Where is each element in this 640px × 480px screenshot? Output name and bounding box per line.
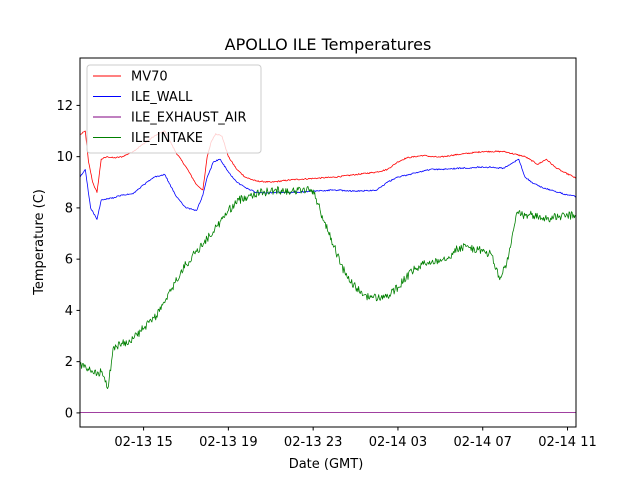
legend-box xyxy=(86,64,262,154)
legend-label-mv70: MV70 xyxy=(131,70,168,85)
legend: MV70 ILE_WALL ILE_EXHAUST_AIR ILE_INTAKE xyxy=(86,64,262,154)
x-tick-label: 02-13 15 xyxy=(114,435,172,450)
legend-label-ile-wall: ILE_WALL xyxy=(131,90,193,105)
legend-label-ile-exhaust-air: ILE_EXHAUST_AIR xyxy=(131,111,247,126)
y-tick-label: 2 xyxy=(65,355,73,370)
x-tick-label: 02-14 07 xyxy=(454,435,512,450)
x-tick-label: 02-14 11 xyxy=(538,435,596,450)
x-tick-label: 02-13 23 xyxy=(284,435,342,450)
y-tick-label: 8 xyxy=(65,201,73,216)
plot-frame xyxy=(79,57,577,428)
y-tick-label: 10 xyxy=(56,150,73,165)
y-tick-label: 12 xyxy=(56,99,73,114)
y-tick-label: 6 xyxy=(65,253,73,268)
y-tick-label: 4 xyxy=(65,304,73,319)
series-line-ile-wall xyxy=(79,158,577,220)
y-axis: 0 2 4 6 8 10 12 xyxy=(56,99,80,421)
legend-label-ile-intake: ILE_INTAKE xyxy=(131,131,203,146)
x-axis: 02-13 15 02-13 19 02-13 23 02-14 03 02-14 07… xyxy=(114,427,597,450)
x-axis-label: Date (GMT) xyxy=(289,457,364,472)
x-tick-label: 02-13 19 xyxy=(199,435,257,450)
chart-title: APOLLO ILE Temperatures xyxy=(225,35,432,54)
y-tick-label: 0 xyxy=(65,406,73,421)
y-axis-label: Temperature (C) xyxy=(32,189,47,296)
series-line-ile-intake xyxy=(79,186,577,389)
x-tick-label: 02-14 03 xyxy=(369,435,427,450)
